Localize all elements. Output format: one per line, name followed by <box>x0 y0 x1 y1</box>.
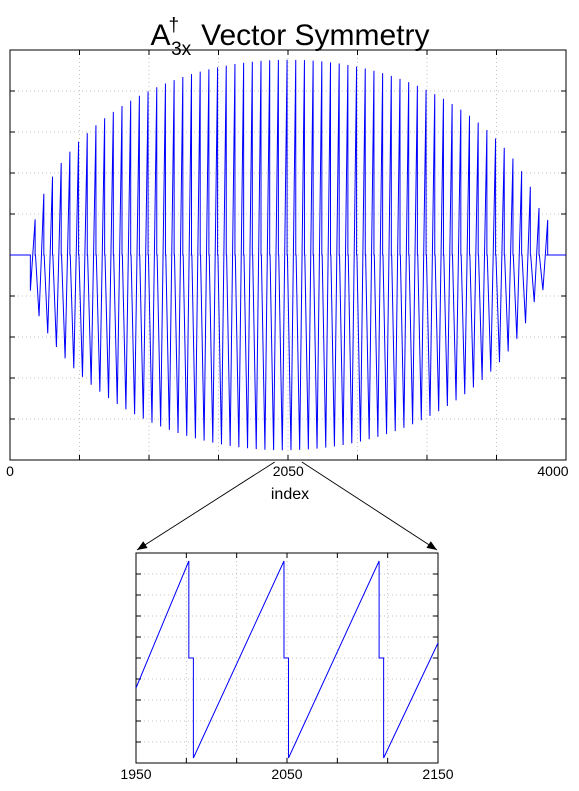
title-base: A <box>150 19 170 52</box>
zoom-connector-right <box>301 461 438 551</box>
main-x-ticks: 0 2050 4000 <box>6 50 569 479</box>
main-x-tick-label: 4000 <box>537 463 568 479</box>
main-plot: 0 2050 4000 <box>6 49 569 479</box>
x-axis-label: index <box>271 486 309 503</box>
zoom-plot: 1950 2050 2150 <box>120 552 454 782</box>
main-x-tick-label: 2050 <box>273 463 304 479</box>
title-superscript: † <box>168 15 179 36</box>
zoom-series-line <box>135 560 439 759</box>
zoom-x-ticks: 1950 2050 2150 <box>120 553 454 782</box>
zoom-x-tick-label: 1950 <box>120 766 151 782</box>
chart-title: A† 3x Vector Symmetry <box>150 15 429 60</box>
zoom-arrowhead-left <box>137 541 148 550</box>
zoom-x-tick-label: 2050 <box>271 766 302 782</box>
zoom-connector-left <box>136 461 275 551</box>
title-text: Vector Symmetry <box>201 19 429 52</box>
main-series-line <box>10 59 566 451</box>
zoom-arrowhead-right <box>426 541 437 550</box>
main-y-ticks <box>10 90 566 420</box>
zoom-x-tick-label: 2150 <box>422 766 453 782</box>
main-x-tick-label: 0 <box>6 463 14 479</box>
